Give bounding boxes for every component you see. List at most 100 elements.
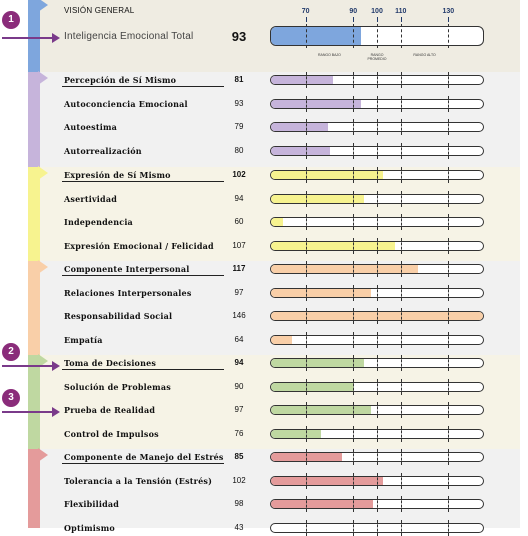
group-chevron — [38, 448, 48, 462]
gridline — [353, 237, 355, 254]
group-side-strip — [28, 72, 40, 167]
bar-fill — [271, 194, 364, 203]
subscale-score: 97 — [234, 287, 244, 297]
bar-fill — [271, 99, 362, 108]
subscale-name: Autoestima — [64, 122, 118, 132]
gridline — [353, 119, 355, 135]
group-score: 102 — [232, 170, 246, 179]
gridline — [377, 308, 378, 324]
group-name: Toma de Decisiones — [64, 358, 157, 368]
gridline — [448, 167, 450, 183]
bar-fill — [271, 382, 355, 391]
axis-tick-label: 130 — [442, 8, 455, 15]
gridline — [448, 95, 450, 112]
callout-arrowhead — [52, 33, 60, 43]
group-score: 81 — [234, 75, 244, 84]
gridline — [400, 425, 402, 442]
gridline — [400, 261, 402, 277]
gridline — [400, 355, 402, 371]
gridline — [353, 261, 355, 277]
axis-tick-mark — [353, 17, 355, 22]
gridline — [400, 24, 402, 48]
gridline — [353, 355, 355, 371]
gridline — [400, 190, 402, 207]
callout-arrowhead — [52, 361, 60, 371]
overview-title: VISIÓN GENERAL — [64, 6, 135, 15]
gridline — [353, 402, 355, 418]
subscale-score: 76 — [234, 428, 244, 438]
axis-tick-label: 100 — [371, 8, 383, 15]
gridline — [448, 355, 450, 371]
group-score: 85 — [234, 452, 244, 461]
subscale-name: Control de Impulsos — [64, 428, 159, 439]
subscale-score: 79 — [234, 122, 244, 131]
gridline — [448, 449, 450, 465]
gridline — [448, 308, 450, 324]
bar-fill — [271, 500, 374, 508]
group-side-strip — [28, 167, 40, 261]
callout-marker: 3 — [2, 389, 20, 407]
axis-tick-label: 70 — [301, 8, 310, 15]
bar-fill — [271, 218, 283, 226]
group-underline — [62, 463, 224, 464]
subscale-score: 43 — [234, 522, 244, 532]
gridline — [400, 378, 402, 395]
range-label: RANGO ALTO — [413, 53, 436, 57]
gridline — [353, 190, 355, 207]
bar-fill — [271, 171, 383, 179]
subscale-name: Responsabilidad Social — [64, 311, 173, 321]
gridline — [448, 190, 450, 207]
gridline — [448, 378, 450, 395]
callout-marker: 2 — [2, 343, 20, 361]
group-underline — [62, 369, 224, 370]
bar-fill — [271, 429, 321, 438]
group-score: 94 — [234, 358, 244, 367]
gridline — [305, 190, 307, 207]
gridline — [377, 472, 378, 489]
gridline — [448, 331, 450, 348]
bar-fill — [271, 146, 331, 155]
gridline — [305, 425, 307, 442]
gridline — [353, 331, 355, 348]
callout-arrow — [2, 411, 54, 413]
callout-marker: 1 — [2, 11, 20, 29]
group-score: 117 — [232, 264, 246, 273]
bar-fill — [271, 27, 362, 45]
gridline — [377, 119, 378, 135]
gridline — [305, 24, 307, 48]
callout-arrow — [2, 365, 54, 367]
gridline — [305, 237, 307, 254]
gridline — [400, 95, 402, 112]
subscale-name: Relaciones Interpersonales — [64, 287, 192, 298]
group-side-strip — [28, 261, 40, 355]
gridline — [448, 119, 450, 135]
gridline — [305, 214, 307, 230]
header-side-strip — [28, 0, 40, 72]
gridline — [400, 472, 402, 489]
gridline — [353, 449, 355, 465]
group-chevron — [38, 354, 48, 368]
gridline — [448, 425, 450, 442]
gridline — [400, 167, 402, 183]
gridline — [400, 402, 402, 418]
range-label: RANGO BAJO — [317, 53, 341, 57]
gridline — [377, 142, 378, 159]
gridline — [377, 24, 378, 48]
callout-arrowhead — [52, 407, 60, 417]
gridline — [353, 284, 355, 301]
subscale-name: Independencia — [64, 217, 133, 227]
axis-tick-label: 110 — [395, 8, 407, 15]
gridline — [305, 331, 307, 348]
subscale-name: Solución de Problemas — [64, 381, 171, 392]
gridline — [353, 72, 355, 88]
subscale-score: 102 — [232, 475, 246, 485]
gridline — [305, 308, 307, 324]
subscale-score: 146 — [232, 311, 246, 320]
gridline — [305, 378, 307, 395]
gridline — [377, 72, 378, 88]
subscale-score: 80 — [234, 145, 244, 155]
gridline — [448, 72, 450, 88]
axis-tick-label: 90 — [349, 8, 358, 15]
bar-fill — [271, 406, 371, 414]
